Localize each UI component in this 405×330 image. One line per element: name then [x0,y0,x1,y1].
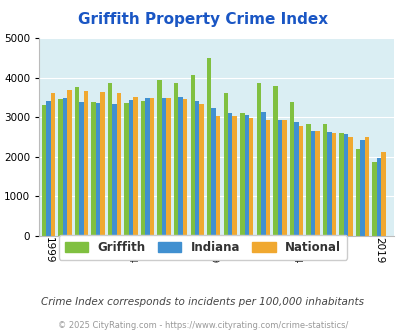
Bar [239,113,244,236]
Bar [215,115,220,236]
Bar [58,99,63,236]
Bar [322,124,326,236]
Bar [51,93,55,236]
Bar [265,119,269,236]
Bar [145,98,149,236]
Bar [174,83,178,236]
Bar [67,90,72,236]
Bar [79,103,83,236]
Bar [178,97,182,236]
Bar [133,97,137,236]
Bar [194,101,199,236]
Bar [376,157,380,236]
Bar [100,92,104,236]
Bar [277,120,281,236]
Bar [338,133,343,236]
Bar [331,133,335,236]
Bar [355,149,359,236]
Bar [42,105,46,236]
Bar [371,162,376,236]
Bar [128,100,133,236]
Bar [244,115,248,236]
Bar [380,152,385,236]
Bar [223,93,228,236]
Bar [162,98,166,236]
Bar [112,104,117,236]
Bar [117,93,121,236]
Bar [166,98,171,236]
Bar [108,83,112,236]
Bar [298,126,302,236]
Text: Crime Index corresponds to incidents per 100,000 inhabitants: Crime Index corresponds to incidents per… [41,297,364,307]
Bar [46,101,51,236]
Text: © 2025 CityRating.com - https://www.cityrating.com/crime-statistics/: © 2025 CityRating.com - https://www.city… [58,321,347,330]
Bar [347,137,352,236]
Bar [207,58,211,236]
Bar [190,75,194,236]
Bar [343,134,347,236]
Bar [228,113,232,236]
Bar [293,122,298,236]
Bar [141,101,145,236]
Bar [157,80,162,236]
Bar [211,109,215,236]
Bar [273,86,277,236]
Bar [63,98,67,236]
Bar [281,120,286,236]
Bar [305,124,310,236]
Bar [256,83,260,236]
Bar [75,87,79,236]
Text: Griffith Property Crime Index: Griffith Property Crime Index [78,12,327,26]
Bar [232,116,237,236]
Bar [314,131,319,236]
Legend: Griffith, Indiana, National: Griffith, Indiana, National [59,235,346,260]
Bar [83,91,88,236]
Bar [248,117,253,236]
Bar [96,103,100,236]
Bar [182,99,187,236]
Bar [364,137,368,236]
Bar [91,102,96,236]
Bar [124,103,128,236]
Bar [289,102,293,236]
Bar [149,98,154,236]
Bar [199,105,203,236]
Bar [260,112,265,236]
Bar [359,140,364,236]
Bar [310,131,314,236]
Bar [326,132,331,236]
